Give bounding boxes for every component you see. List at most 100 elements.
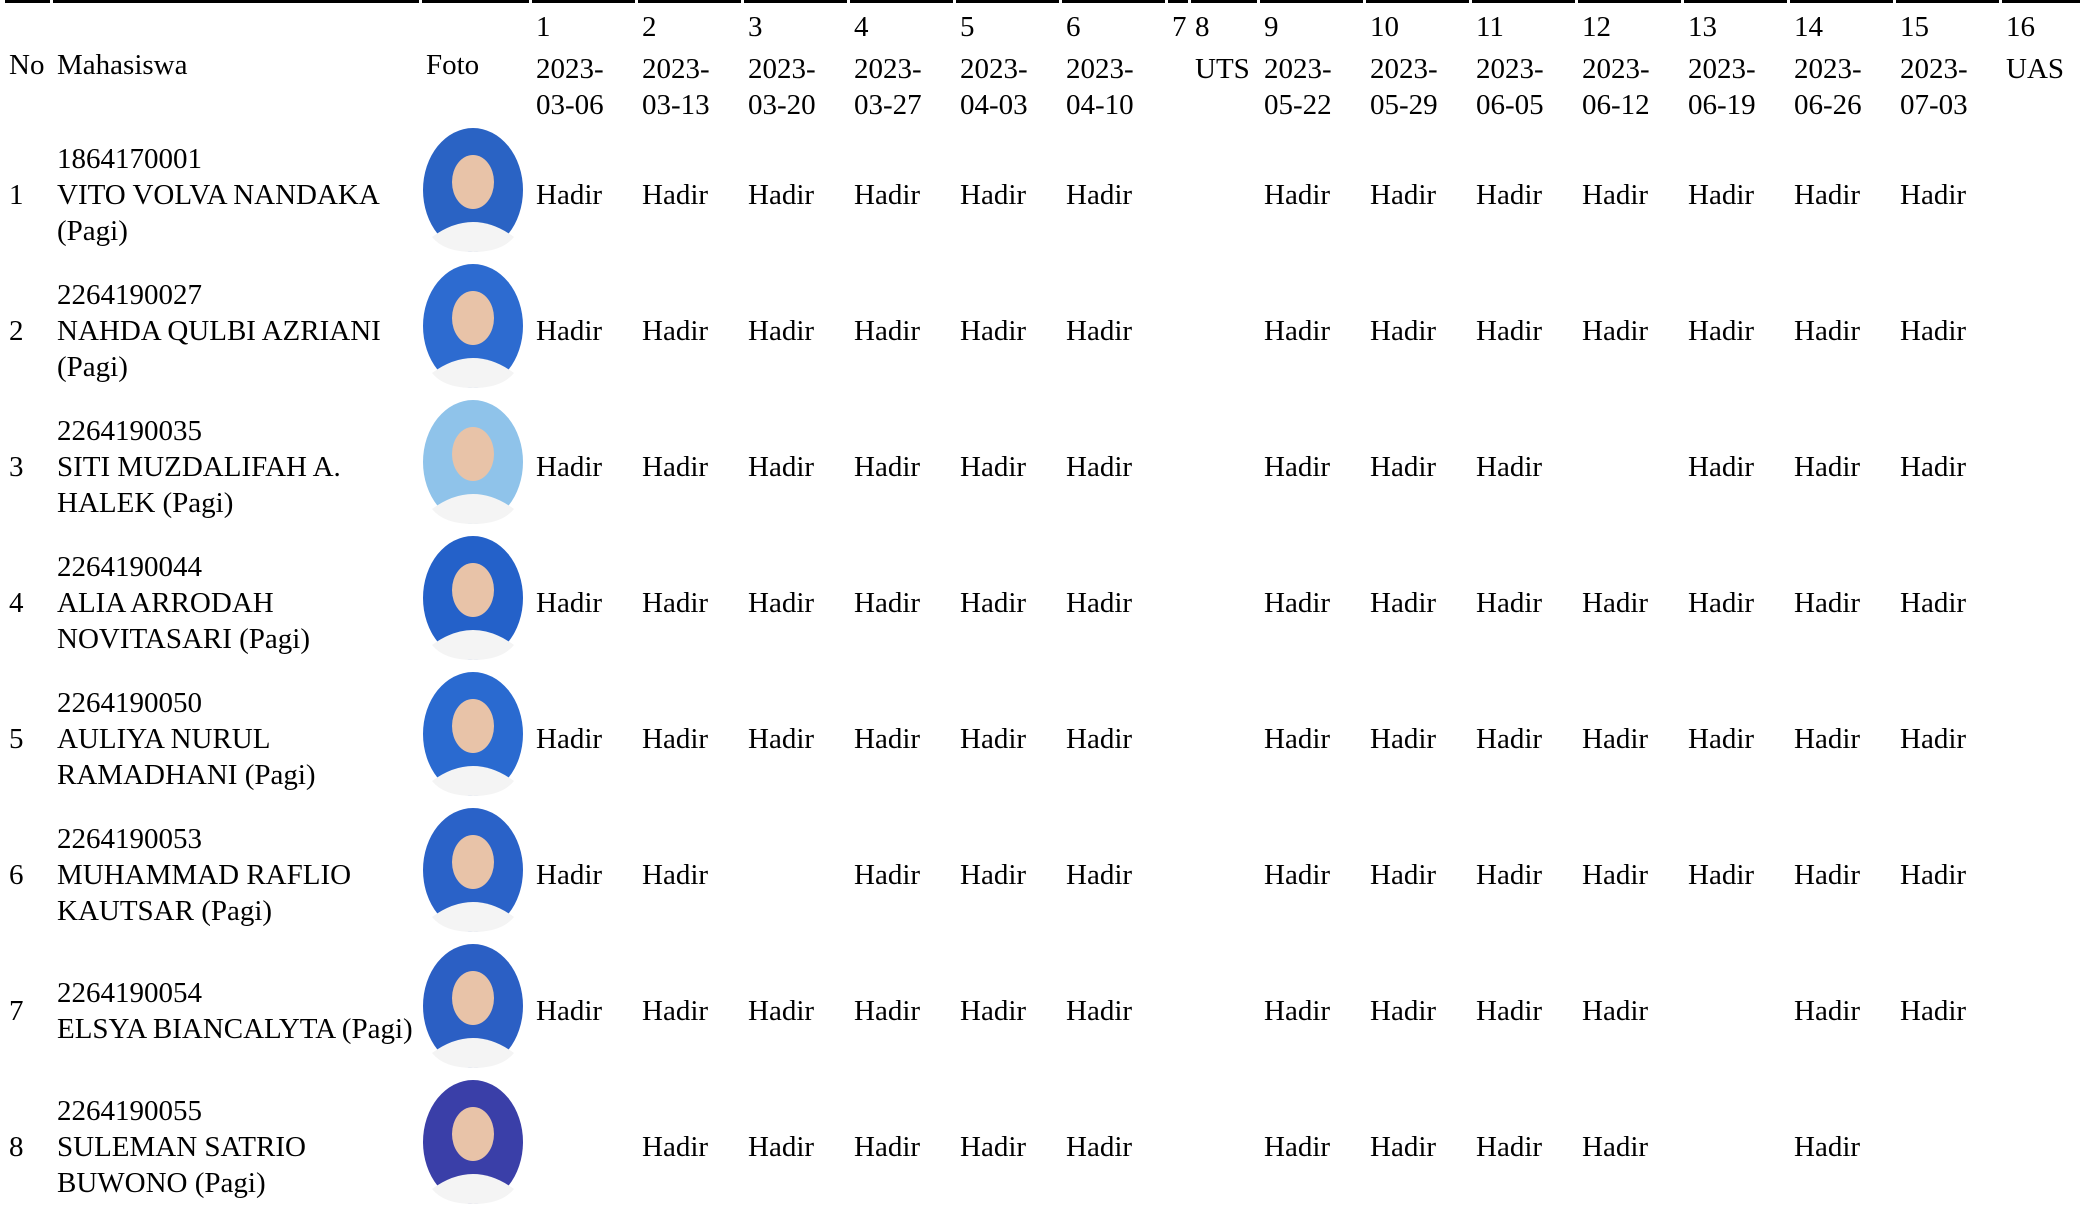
student-name: NAHDA QULBI AZRIANI (Pagi)	[57, 313, 419, 385]
student-name: ELSYA BIANCALYTA (Pagi)	[57, 1011, 419, 1047]
student-nim: 2264190027	[57, 277, 419, 313]
meeting-date: 2023-05-29	[1370, 51, 1469, 127]
student-nim: 2264190044	[57, 549, 419, 585]
attendance: Hadir	[532, 127, 635, 263]
attendance: Hadir	[1062, 535, 1165, 671]
student-name: MUHAMMAD RAFLIO KAUTSAR (Pagi)	[57, 857, 419, 929]
attendance: Hadir	[1260, 671, 1363, 807]
attendance: Hadir	[850, 671, 953, 807]
row-number: 5	[5, 671, 50, 807]
attendance: Hadir	[850, 535, 953, 671]
attendance: Hadir	[956, 1079, 1059, 1215]
header-cell: No	[5, 0, 50, 127]
meeting-number: 11	[1476, 9, 1504, 45]
meeting-number: 15	[1900, 9, 1929, 45]
attendance: Hadir	[1472, 943, 1575, 1079]
attendance: Hadir	[956, 399, 1059, 535]
photo	[422, 399, 524, 526]
photo-cell	[422, 671, 529, 807]
student-nim: 2264190053	[57, 821, 419, 857]
attendance	[1168, 943, 1188, 1079]
attendance: Hadir	[956, 671, 1059, 807]
attendance: Hadir	[744, 671, 847, 807]
meeting-number: 12	[1582, 9, 1611, 45]
attendance: Hadir	[532, 399, 635, 535]
student-name: SULEMAN SATRIO BUWONO (Pagi)	[57, 1129, 419, 1201]
photo	[422, 263, 524, 390]
attendance	[1684, 1079, 1787, 1215]
student-name: SITI MUZDALIFAH A. HALEK (Pagi)	[57, 449, 419, 521]
attendance	[1168, 399, 1188, 535]
attendance: Hadir	[1578, 1079, 1681, 1215]
attendance: Hadir	[744, 127, 847, 263]
photo-cell	[422, 535, 529, 671]
attendance	[1578, 399, 1681, 535]
photo	[422, 943, 524, 1070]
row-number: 1	[5, 127, 50, 263]
photo	[422, 671, 524, 798]
attendance: Hadir	[638, 535, 741, 671]
attendance	[1168, 263, 1188, 399]
meeting-number: 16	[2006, 9, 2035, 45]
photo	[422, 127, 524, 254]
attendance: Hadir	[744, 535, 847, 671]
attendance: Hadir	[1896, 943, 1999, 1079]
attendance: Hadir	[1366, 399, 1469, 535]
attendance	[1168, 1079, 1188, 1215]
attendance: Hadir	[744, 263, 847, 399]
attendance	[1191, 1079, 1257, 1215]
photo	[422, 535, 524, 662]
meeting-date: 2023-06-12	[1582, 51, 1681, 127]
attendance: Hadir	[956, 807, 1059, 943]
attendance: Hadir	[1578, 535, 1681, 671]
header-cell: Foto	[422, 0, 529, 127]
attendance	[1168, 535, 1188, 671]
meeting-number: 3	[748, 9, 763, 45]
attendance: Hadir	[1790, 263, 1893, 399]
header-cell: Mahasiswa	[53, 0, 419, 127]
attendance	[1191, 807, 1257, 943]
attendance: Hadir	[638, 943, 741, 1079]
attendance: Hadir	[1896, 535, 1999, 671]
attendance	[2002, 399, 2080, 535]
meeting-number: 5	[960, 9, 975, 45]
student-nim: 2264190050	[57, 685, 419, 721]
photo-cell	[422, 263, 529, 399]
attendance	[1191, 943, 1257, 1079]
attendance	[1168, 671, 1188, 807]
attendance	[2002, 127, 2080, 263]
attendance: Hadir	[1062, 807, 1165, 943]
attendance: Hadir	[1790, 671, 1893, 807]
student-nim: 2264190054	[57, 975, 419, 1011]
attendance: Hadir	[1260, 127, 1363, 263]
attendance: Hadir	[1062, 671, 1165, 807]
meeting-date: 2023-06-26	[1794, 51, 1893, 127]
attendance: Hadir	[1260, 807, 1363, 943]
attendance: Hadir	[1790, 943, 1893, 1079]
attendance: Hadir	[1260, 399, 1363, 535]
attendance: Hadir	[532, 535, 635, 671]
meeting-number: 14	[1794, 9, 1823, 45]
meeting-number: 13	[1688, 9, 1717, 45]
attendance: Hadir	[744, 1079, 847, 1215]
attendance: Hadir	[532, 671, 635, 807]
attendance-table: No Mahasiswa Foto 12023-03-0622023-03-13…	[2, 0, 2083, 1215]
attendance: Hadir	[1790, 535, 1893, 671]
attendance: Hadir	[1684, 263, 1787, 399]
meeting-label: UTS	[1195, 43, 1257, 87]
attendance: Hadir	[1578, 263, 1681, 399]
attendance: Hadir	[1790, 399, 1893, 535]
attendance: Hadir	[1260, 263, 1363, 399]
